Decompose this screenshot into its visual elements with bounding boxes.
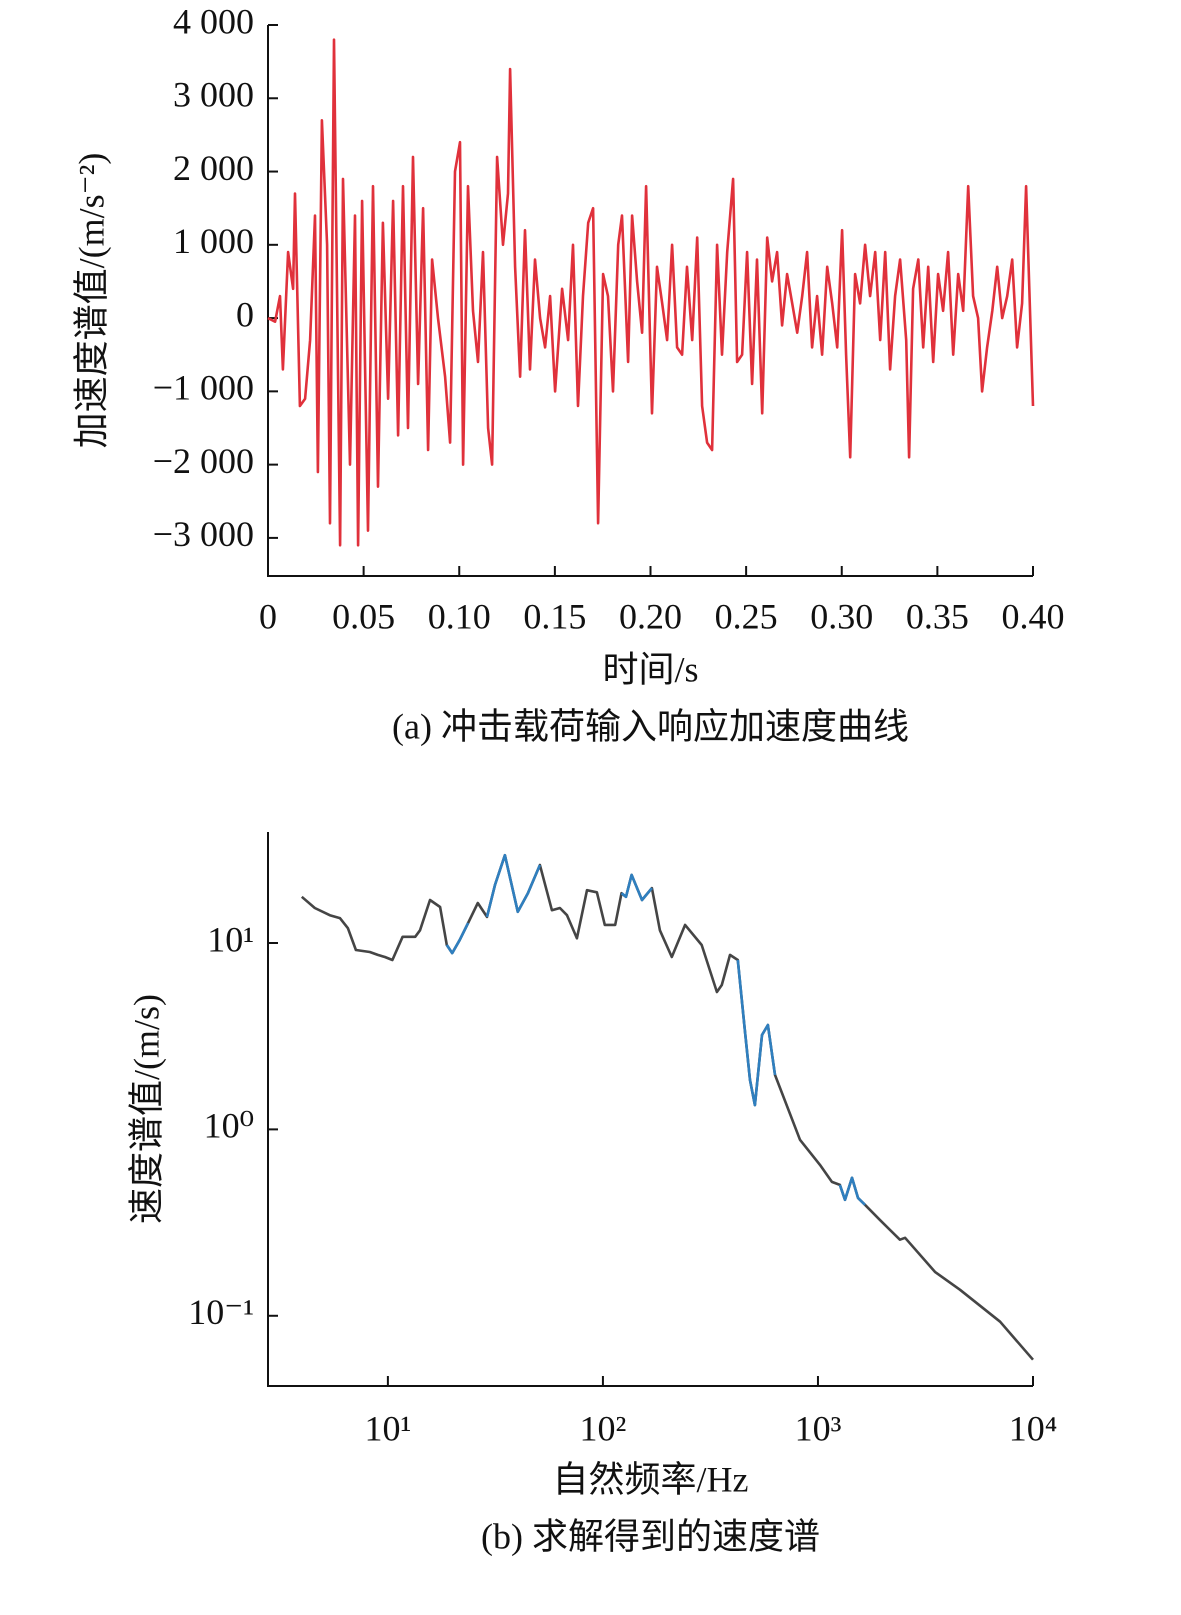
caption: (b) 求解得到的速度谱 <box>481 1516 820 1556</box>
x-tick-label: 0.15 <box>523 596 586 636</box>
y-tick-label: 10⁰ <box>204 1106 254 1146</box>
y-tick-label: 4 000 <box>173 1 254 41</box>
y-tick-label: 10¹ <box>207 919 254 959</box>
x-tick-label: 0 <box>259 596 277 636</box>
y-tick-label: 1 000 <box>173 221 254 261</box>
x-axis-label: 时间/s <box>602 649 698 689</box>
y-tick-label: −2 000 <box>153 441 254 481</box>
x-tick-label: 0.35 <box>906 596 969 636</box>
data-line <box>445 853 866 1206</box>
data-line <box>300 853 1034 1361</box>
x-tick-label: 0.40 <box>1002 596 1065 636</box>
axes <box>267 832 1033 1387</box>
x-tick-label: 10¹ <box>364 1408 411 1448</box>
y-tick-label: 3 000 <box>173 75 254 115</box>
data-line <box>267 38 1035 547</box>
y-axis-label: 加速度谱值/(m/s⁻²) <box>71 153 111 449</box>
x-tick-label: 10² <box>580 1408 627 1448</box>
y-tick-label: 0 <box>236 294 254 334</box>
x-tick-label: 0.30 <box>810 596 873 636</box>
caption: (a) 冲击载荷输入响应加速度曲线 <box>392 706 909 746</box>
y-axis-label: 速度谱值/(m/s) <box>126 994 166 1224</box>
x-tick-label: 0.25 <box>715 596 778 636</box>
x-tick-label: 0.10 <box>428 596 491 636</box>
x-tick-label: 10⁴ <box>1009 1408 1058 1448</box>
x-axis-label: 自然频率/Hz <box>553 1459 749 1499</box>
y-tick-label: 10⁻¹ <box>188 1292 254 1332</box>
y-tick-label: 2 000 <box>173 148 254 188</box>
x-tick-label: 0.20 <box>619 596 682 636</box>
y-tick-label: −3 000 <box>153 514 254 554</box>
y-tick-label: −1 000 <box>153 368 254 408</box>
x-tick-label: 0.05 <box>332 596 395 636</box>
x-tick-label: 10³ <box>795 1408 842 1448</box>
